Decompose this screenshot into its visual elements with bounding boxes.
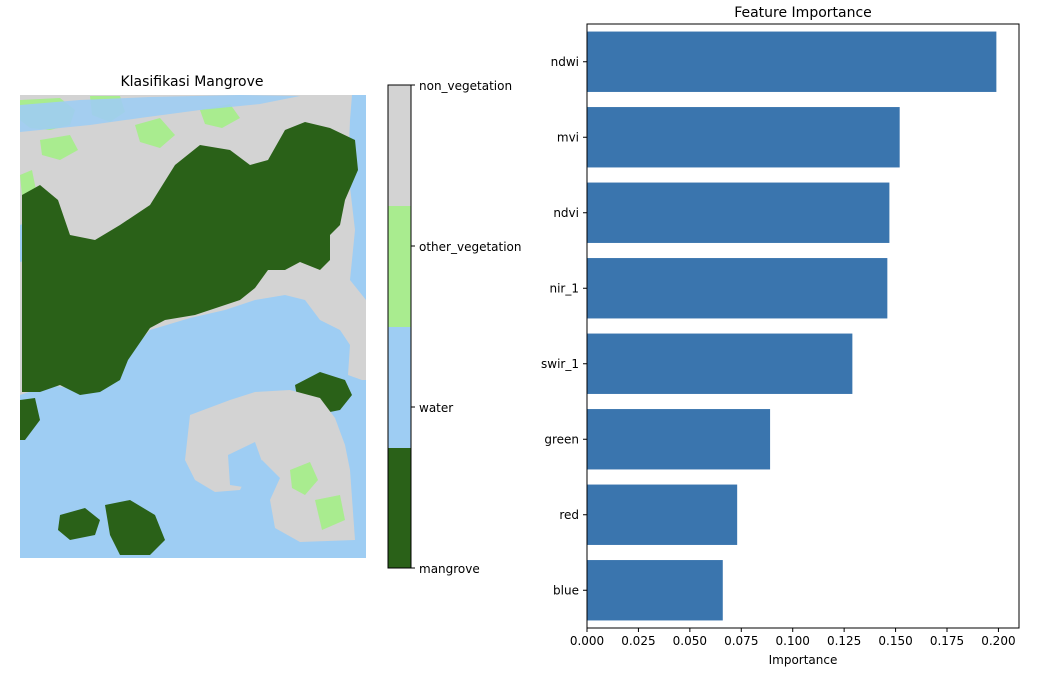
x-tick-label: 0.175 bbox=[930, 634, 964, 648]
bar-mvi bbox=[587, 107, 900, 168]
map-mangrove-patch bbox=[20, 398, 40, 440]
bar-ndwi bbox=[587, 31, 997, 92]
colorbar-segment-other-vegetation bbox=[388, 206, 411, 327]
bar-ndvi bbox=[587, 182, 890, 243]
y-tick-label-mvi: mvi bbox=[557, 130, 579, 144]
colorbar-frame bbox=[387, 84, 412, 569]
classification-map bbox=[20, 95, 366, 558]
y-tick-label-swir_1: swir_1 bbox=[541, 357, 579, 371]
map-other-vegetation-patch bbox=[20, 170, 36, 195]
bars-group bbox=[587, 31, 997, 621]
x-tick-label: 0.000 bbox=[570, 634, 604, 648]
map-water-channel bbox=[20, 95, 300, 132]
x-tick-label: 0.050 bbox=[673, 634, 707, 648]
colorbar-label-other-vegetation: other_vegetation bbox=[419, 240, 522, 254]
y-tick-label-blue: blue bbox=[553, 583, 579, 597]
x-axis-label: Importance bbox=[769, 653, 838, 667]
colorbar-label-water: water bbox=[419, 401, 453, 415]
bar-blue bbox=[587, 560, 723, 621]
map-other-vegetation-patch bbox=[315, 495, 345, 530]
x-tick-label: 0.025 bbox=[621, 634, 655, 648]
map-title: Klasifikasi Mangrove bbox=[120, 74, 263, 90]
bar-green bbox=[587, 409, 771, 470]
map-other-vegetation-patch bbox=[200, 104, 240, 128]
chart-title: Feature Importance bbox=[734, 5, 872, 21]
colorbar: non_vegetation other_vegetation water ma… bbox=[387, 79, 522, 576]
x-tick-label: 0.125 bbox=[827, 634, 861, 648]
y-tick-label-ndvi: ndvi bbox=[553, 206, 579, 220]
y-tick-label-red: red bbox=[559, 508, 579, 522]
map-reclaimed-island bbox=[185, 390, 355, 542]
y-tick-label-green: green bbox=[544, 432, 579, 446]
colorbar-segment-mangrove bbox=[388, 448, 411, 568]
plot-frame bbox=[586, 23, 1020, 629]
colorbar-segment-water bbox=[388, 327, 411, 448]
map-other-vegetation-patch bbox=[135, 118, 175, 148]
y-tick-label-nir_1: nir_1 bbox=[549, 281, 579, 295]
bar-nir_1 bbox=[587, 258, 888, 319]
map-mangrove-patch bbox=[58, 508, 100, 540]
x-tick-label: 0.075 bbox=[724, 634, 758, 648]
x-tick-label: 0.200 bbox=[981, 634, 1015, 648]
x-tick-label: 0.150 bbox=[878, 634, 912, 648]
y-tick-label-ndwi: ndwi bbox=[551, 55, 579, 69]
bar-red bbox=[587, 484, 738, 545]
colorbar-label-mangrove: mangrove bbox=[419, 562, 480, 576]
map-mangrove-patch bbox=[105, 500, 165, 555]
map-mangrove-forest bbox=[22, 122, 358, 395]
x-tick-label: 0.100 bbox=[776, 634, 810, 648]
map-water-inlet bbox=[228, 442, 265, 488]
x-tick-group: 0.000 0.025 0.050 0.075 0.100 0.125 0.150 0.175… bbox=[570, 628, 1016, 648]
bar-swir_1 bbox=[587, 333, 853, 394]
map-other-vegetation-patch bbox=[290, 462, 318, 495]
colorbar-label-non-vegetation: non_vegetation bbox=[419, 79, 512, 93]
map-other-vegetation-patch bbox=[40, 135, 78, 160]
colorbar-segment-non-vegetation bbox=[388, 85, 411, 206]
